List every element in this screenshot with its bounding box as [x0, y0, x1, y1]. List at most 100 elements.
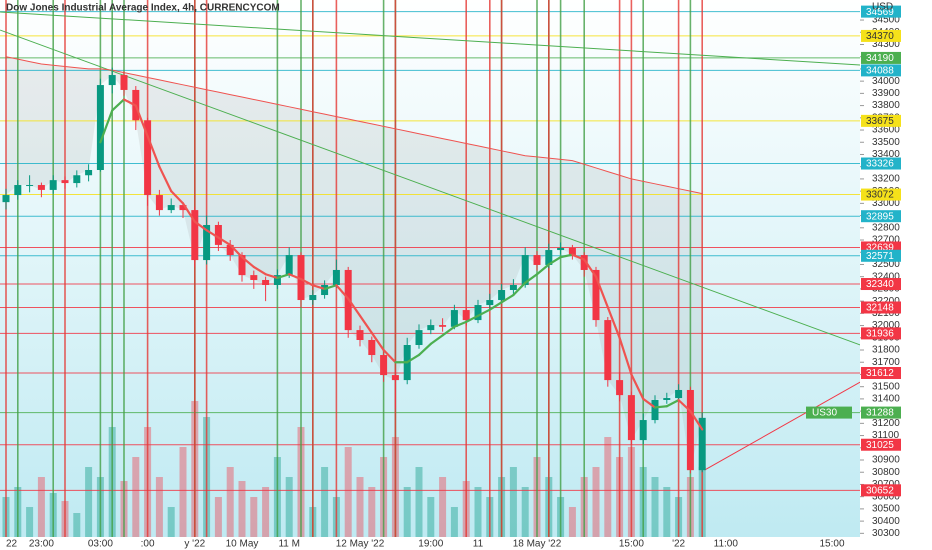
candle-body: [462, 310, 470, 321]
candle-body: [167, 205, 175, 211]
candle-body: [179, 205, 187, 211]
ma-short: [193, 220, 208, 232]
volume-bar: [250, 497, 258, 537]
y-tick-label: 30600: [872, 491, 900, 502]
level-label: 34569: [866, 7, 894, 18]
candle-body: [474, 305, 482, 321]
y-tick-label: 33900: [872, 88, 900, 99]
volume-bar: [604, 437, 612, 537]
y-tick-label: 33800: [872, 100, 900, 111]
level-label: 31612: [866, 368, 894, 379]
candle-body: [85, 169, 93, 176]
candle-body: [285, 255, 293, 276]
volume-bar: [415, 467, 423, 537]
ma-area: [6, 56, 703, 471]
volume-bar: [521, 487, 529, 537]
symbol-label-box: [806, 406, 852, 419]
candle-body: [96, 85, 104, 170]
y-tick-label: 33600: [872, 125, 900, 136]
y-tick-label: 32100: [872, 308, 900, 319]
level-label-box: [861, 157, 901, 170]
ma-short: [441, 325, 456, 337]
level-label-box: [861, 438, 901, 451]
level-label: 31936: [866, 329, 894, 340]
y-tick-label: 30300: [872, 528, 900, 539]
candle-body: [639, 420, 647, 441]
x-tick-label: 11 M: [278, 539, 300, 550]
ma-short: [358, 314, 373, 335]
x-tick-label: 10 May: [226, 539, 259, 550]
level-label: 32639: [866, 243, 894, 254]
volume-bar: [238, 481, 246, 537]
level-label-box: [861, 114, 901, 127]
volume-bar: [427, 497, 435, 537]
candle-body: [557, 247, 565, 251]
volume-bar: [663, 487, 671, 537]
volume-bar: [592, 467, 600, 537]
x-tick-label: 18 May '22: [513, 539, 562, 550]
candle-body: [73, 175, 81, 184]
ma-short: [642, 397, 657, 409]
candle-body: [238, 255, 246, 276]
volume-bar: [155, 477, 163, 537]
candle-body: [592, 269, 600, 321]
candle-body: [545, 250, 553, 265]
y-tick-label: 31500: [872, 381, 900, 392]
volume-bar: [439, 477, 447, 537]
y-tick-label: 33000: [872, 198, 900, 209]
candle-body: [580, 255, 588, 270]
y-tick-label: 31700: [872, 357, 900, 368]
ma-short: [559, 253, 574, 259]
x-tick-label: 11: [473, 539, 484, 550]
volume-bar: [167, 507, 175, 537]
trendline: [0, 29, 860, 346]
y-tick-label: 33400: [872, 149, 900, 160]
level-label: 32895: [866, 211, 894, 222]
level-label: 34190: [866, 53, 894, 64]
ma-short: [370, 331, 385, 352]
ma-short: [653, 405, 668, 409]
ma-short: [453, 320, 468, 328]
level-label-box: [861, 484, 901, 497]
candle-body: [191, 210, 199, 261]
ma-short: [264, 273, 279, 280]
volume-bar: [262, 487, 270, 537]
level-label: 32571: [866, 251, 894, 262]
time-axis-background: [0, 537, 860, 550]
ma-short: [524, 273, 539, 284]
price-axis-background: [860, 0, 932, 550]
ma-short: [500, 293, 515, 304]
volume-bar: [132, 457, 140, 537]
ma-short: [181, 202, 196, 223]
candle-body: [26, 185, 34, 187]
x-tick-label: 22: [6, 539, 18, 550]
candle-body: [663, 398, 671, 401]
candle-body: [273, 275, 281, 285]
level-label: 33675: [866, 116, 894, 127]
candle-body: [356, 330, 364, 340]
ma-short: [158, 165, 173, 193]
ma-short: [488, 301, 503, 311]
candle-body: [675, 389, 683, 399]
ma-short: [677, 399, 692, 413]
volume-bar: [450, 507, 458, 537]
ma-short: [476, 308, 491, 317]
ma-short: [406, 353, 421, 364]
level-label-box: [861, 51, 901, 64]
candle-body: [155, 195, 163, 211]
ma-short: [335, 284, 350, 300]
candle-body: [509, 284, 517, 291]
volume-bar: [226, 467, 234, 537]
candle-body: [498, 290, 506, 301]
candle-body: [61, 180, 69, 184]
candle-body: [604, 320, 612, 381]
symbol-label: US30: [812, 408, 837, 419]
y-tick-label: 31200: [872, 418, 900, 429]
candle-body: [37, 185, 45, 190]
ma-long: [5, 56, 703, 195]
chart-title: Dow Jones Industrial Average Index, 4h, …: [6, 3, 280, 14]
level-label: 34088: [866, 66, 894, 77]
y-tick-label: 34000: [872, 76, 900, 87]
x-tick-label: 12 May '22: [336, 539, 385, 550]
ma-short: [111, 98, 126, 112]
